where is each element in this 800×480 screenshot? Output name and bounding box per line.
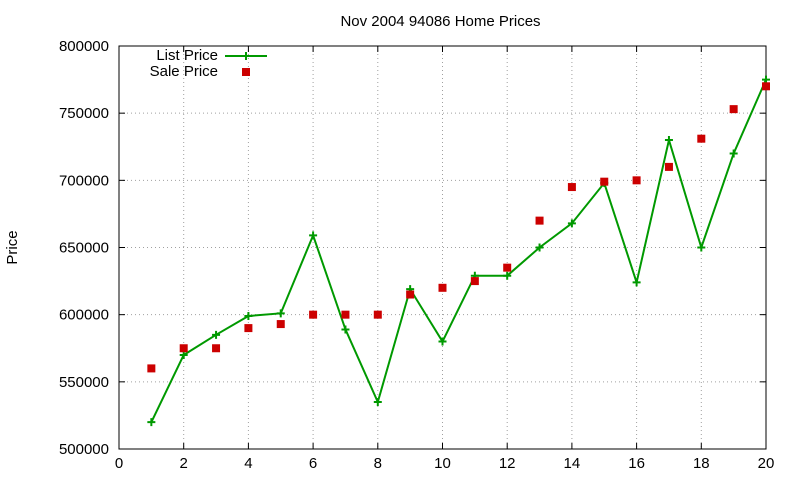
sale-price-point	[503, 263, 512, 272]
sale-price-point	[179, 344, 188, 353]
sale-price-point	[276, 320, 285, 329]
sale-price-point	[244, 324, 253, 333]
x-tick-label: 16	[628, 455, 645, 472]
legend-label-list-price: List Price	[156, 47, 218, 64]
series	[147, 75, 770, 427]
sale-price-point	[309, 310, 318, 319]
legend-marker-sale-price	[242, 68, 250, 76]
sale-price-point	[406, 290, 415, 299]
list-price-point	[179, 350, 188, 359]
list-price-point	[632, 278, 641, 287]
sale-price-point	[729, 105, 738, 114]
y-tick-label: 500000	[59, 441, 109, 458]
sale-price-point	[373, 310, 382, 319]
list-price-point	[309, 231, 318, 240]
list-price-line	[150, 79, 767, 423]
x-tick-label: 18	[693, 455, 710, 472]
sale-price-point	[762, 82, 770, 91]
sale-price-point	[438, 283, 447, 292]
list-price-point	[762, 75, 770, 84]
grid	[119, 46, 766, 449]
x-tick-label: 12	[499, 455, 516, 472]
list-price-point	[697, 243, 706, 252]
sale-price-point	[600, 177, 609, 186]
sale-price-point	[664, 162, 673, 171]
list-price-point	[373, 397, 382, 406]
list-price-point	[147, 418, 156, 427]
chart-title: Nov 2004 94086 Home Prices	[340, 13, 540, 30]
y-tick-label: 750000	[59, 105, 109, 122]
list-price-point	[341, 325, 350, 334]
x-tick-label: 4	[244, 455, 252, 472]
list-price-point	[567, 219, 576, 228]
list-price-point	[212, 330, 221, 339]
list-price-point	[503, 271, 512, 280]
x-tick-label: 0	[115, 455, 123, 472]
ticks: 0 2 4 6 8 10 12 14 16 18 20 500000 550000 600000 65000…	[59, 38, 774, 472]
y-tick-label: 600000	[59, 307, 109, 324]
sale-price-point	[147, 364, 156, 373]
list-price-point	[729, 149, 738, 158]
list-price-point	[244, 312, 253, 321]
list-price-point	[664, 136, 673, 145]
y-tick-label: 550000	[59, 374, 109, 391]
x-tick-label: 14	[564, 455, 581, 472]
x-tick-label: 6	[309, 455, 317, 472]
y-tick-label: 650000	[59, 240, 109, 257]
sale-price-point	[697, 134, 706, 143]
y-axis-title: Price	[4, 230, 21, 264]
x-tick-label: 10	[434, 455, 451, 472]
x-tick-label: 20	[758, 455, 775, 472]
legend-label-sale-price: Sale Price	[150, 63, 218, 80]
x-tick-label: 2	[180, 455, 188, 472]
sale-price-point	[212, 344, 221, 353]
y-tick-label: 800000	[59, 38, 109, 55]
sale-price-point	[341, 310, 350, 319]
sale-price-point	[567, 183, 576, 192]
list-price-point	[276, 309, 285, 318]
list-price-point	[535, 243, 544, 252]
legend-marker-list-price	[242, 52, 250, 60]
x-tick-label: 8	[374, 455, 382, 472]
sale-price-point	[632, 176, 641, 185]
list-price-point	[438, 337, 447, 346]
sale-price-point	[535, 216, 544, 225]
y-tick-label: 700000	[59, 172, 109, 189]
sale-price-point	[470, 277, 479, 286]
